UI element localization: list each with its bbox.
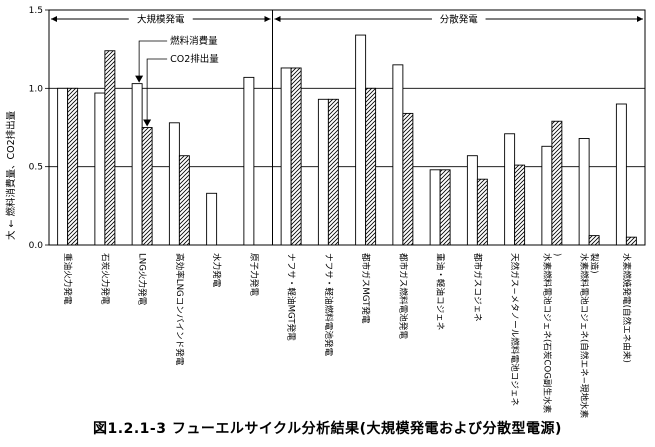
bar-co2	[514, 164, 526, 246]
bar-fuel	[392, 64, 404, 246]
section-arrowhead	[264, 16, 271, 22]
category-label: 水素燃料電池コジェネ(石炭COG副生水素	[541, 253, 553, 414]
section-arrowhead	[51, 16, 57, 22]
bar-co2	[402, 112, 414, 246]
legend-arrowhead	[143, 119, 152, 127]
bar-fuel	[131, 83, 143, 246]
bar-co2	[178, 155, 190, 246]
bar-co2	[141, 127, 153, 246]
section-arrowhead	[274, 16, 281, 22]
category-label: 高効率LNGコンバインド発電	[174, 253, 186, 366]
category-label: 水素燃料電池コジェネ(自然エネ−現地水素	[579, 253, 591, 419]
bar-fuel	[94, 92, 106, 246]
figure-caption: 図1.2.1-3 フューエルサイクル分析結果(大規模発電および分散型電源)	[93, 421, 562, 437]
category-label: 都市ガスコジェネ	[472, 253, 484, 322]
category-label: 原子力発電	[248, 253, 260, 296]
plot-area	[48, 9, 646, 246]
bar-fuel	[317, 98, 329, 246]
bar-fuel	[615, 103, 627, 246]
y-tick-label: 1.5	[29, 6, 43, 16]
bar-co2	[588, 235, 600, 246]
section-label: 分散発電	[440, 14, 479, 26]
section-label: 大規模発電	[137, 14, 185, 26]
bar-fuel	[206, 192, 218, 246]
legend-arrowhead	[135, 75, 144, 83]
bar-fuel	[504, 133, 516, 246]
bar-fuel	[243, 76, 255, 246]
category-label: 重油・軽油コジェネ	[435, 253, 447, 330]
y-axis-title: 大 ← 燃料消費量、CO2排出量	[5, 110, 17, 240]
y-tick-label: 1.0	[29, 84, 44, 94]
y-axis-label: 大 ← 燃料消費量、CO2排出量	[5, 110, 17, 240]
category-label: 水素燃焼発電(自然エネ由来)	[621, 253, 633, 363]
bar-co2	[439, 169, 451, 246]
bar-co2	[551, 120, 563, 246]
section-arrowhead	[637, 16, 643, 22]
category-label: 水力発電	[211, 253, 223, 288]
section-brackets: 大規模発電 分散発電	[51, 10, 643, 245]
legend-label-co2: CO2排出量	[170, 53, 219, 65]
bar-fuel	[541, 145, 553, 246]
bar-co2	[476, 178, 488, 246]
category-label: 製造)	[589, 253, 601, 274]
bar-co2	[365, 87, 377, 246]
bar-co2	[67, 87, 79, 246]
bar-co2	[290, 67, 302, 246]
bars	[57, 34, 637, 246]
category-label: 重油火力発電	[62, 253, 74, 305]
category-label: 天然ガス−メタノール燃料電池コジェネ	[509, 253, 521, 406]
category-label: ナフサ・軽油燃料電池発電	[323, 253, 335, 357]
category-label: )	[551, 253, 561, 256]
plot-border	[48, 9, 646, 246]
bar-fuel	[57, 87, 69, 246]
category-label: 都市ガスMGT発電	[360, 253, 372, 324]
y-tick-label: 0.0	[29, 241, 44, 251]
bar-fuel	[355, 34, 367, 246]
bar-fuel	[168, 122, 180, 246]
category-label: 都市ガス燃料電池発電	[397, 253, 409, 339]
bar-co2	[625, 236, 637, 246]
y-axis-ticks: 0.0 0.5 1.0 1.5	[29, 6, 49, 251]
bar-fuel	[429, 169, 441, 246]
bar-co2	[327, 98, 339, 246]
category-label: 石炭火力発電	[99, 253, 111, 305]
bar-fuel	[578, 138, 590, 246]
category-labels: 重油火力発電 石炭火力発電 LNG火力発電 高効率LNGコンバインド発電 水力発電 原子力…	[62, 253, 633, 419]
legend-pointer	[138, 40, 168, 77]
legend-label-fuel: 燃料消費量	[170, 35, 218, 47]
bar-co2	[104, 50, 116, 246]
category-label: LNG火力発電	[137, 253, 149, 306]
y-tick-label: 0.5	[29, 163, 43, 173]
category-label: ナフサ・軽油MGT発電	[286, 253, 298, 341]
legend: 燃料消費量 CO2排出量	[135, 35, 219, 127]
legend-pointer	[146, 58, 168, 121]
bar-fuel	[280, 67, 292, 246]
bar-fuel	[466, 155, 478, 246]
